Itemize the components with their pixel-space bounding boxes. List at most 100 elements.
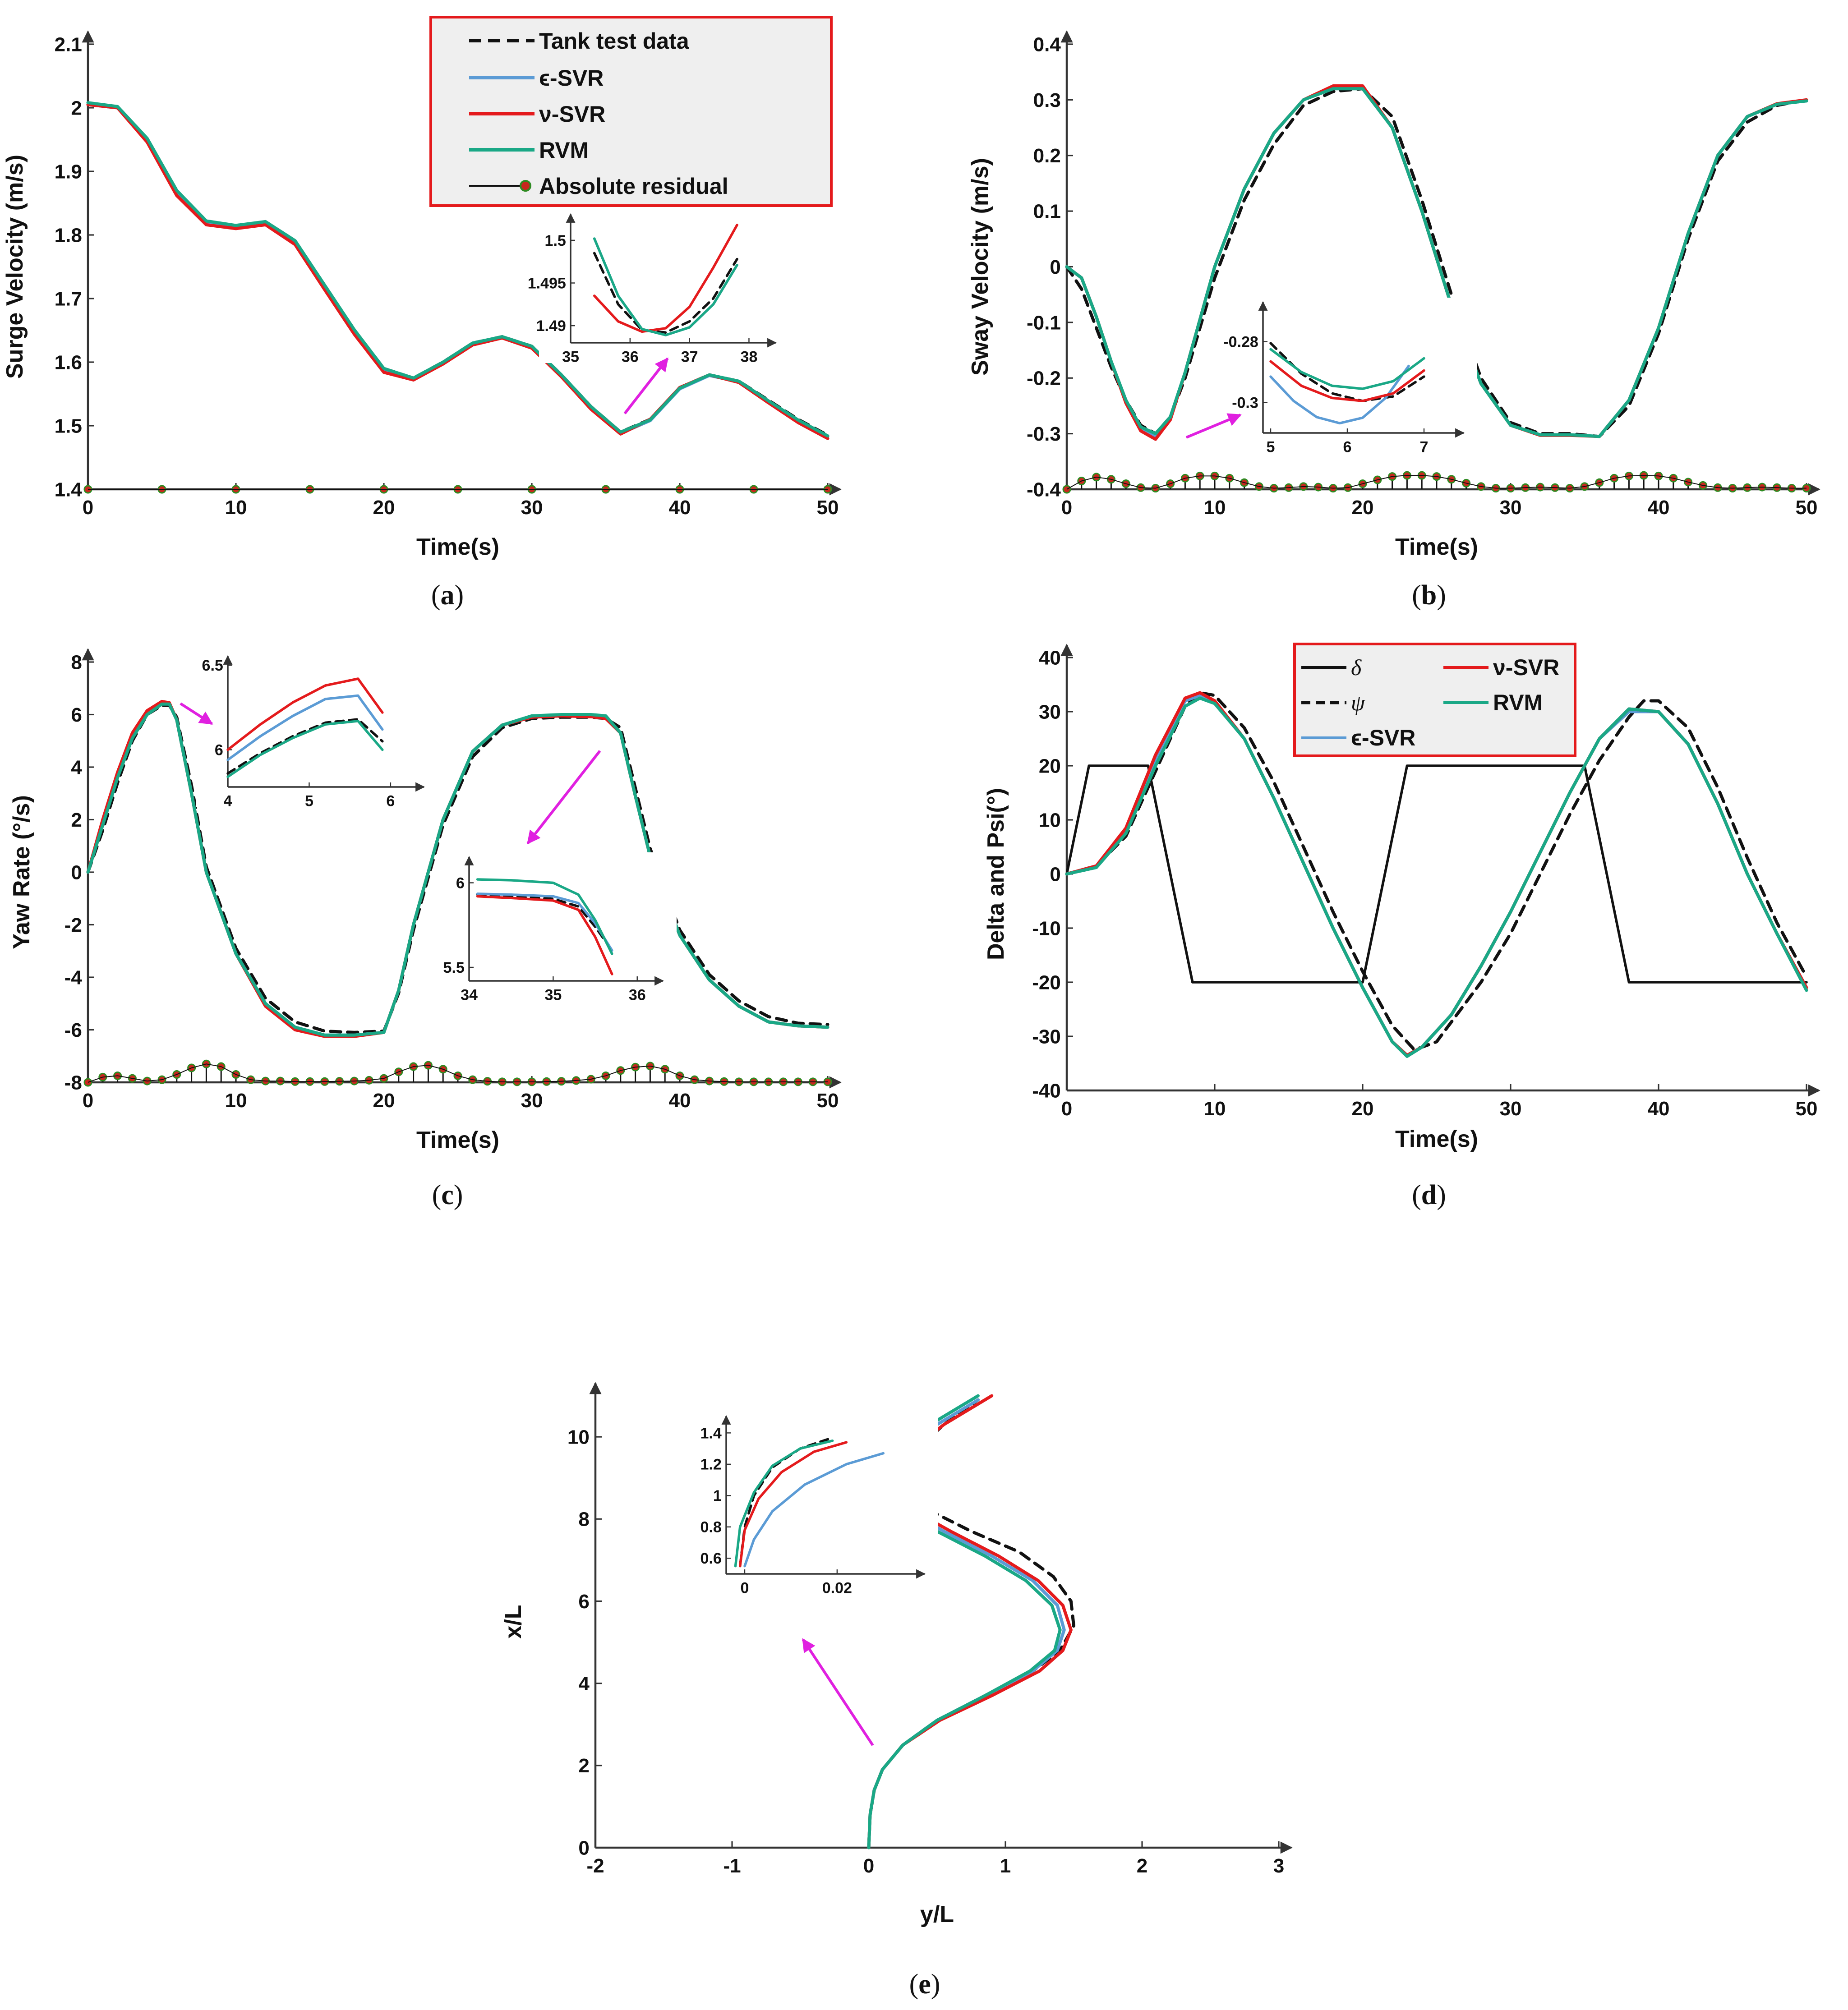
chart-a-inset-xtick-label-2: 37	[681, 349, 698, 366]
chart-e-inset-ytick-label-0: 0.6	[700, 1550, 722, 1567]
legend-a: Tank test data ϵ-SVR ν-SVR RVM Absolute …	[429, 16, 833, 207]
chart-b-xlabel: Time(s)	[1395, 534, 1478, 560]
chart-d-xlabel: Time(s)	[1395, 1126, 1478, 1152]
chart-c-xlabel: Time(s)	[416, 1127, 499, 1153]
chart-b-ytick-label-3: -0.1	[1027, 312, 1061, 334]
chart-a-inset-xtick-label-0: 35	[562, 349, 579, 366]
chart-c-inset-1-xtick-label-2: 6	[386, 793, 395, 810]
chart-d-xtick-label-5: 50	[1796, 1098, 1818, 1120]
chart-e-xtick-label-2: 0	[863, 1855, 874, 1877]
chart-b-ytick-label-4: 0	[1050, 256, 1060, 278]
chart-c-ytick-label-8: 8	[71, 651, 82, 673]
chart-d-ytick-label-1: -30	[1032, 1026, 1061, 1048]
chart-e-inset-series-rvm-3	[734, 1439, 834, 1568]
chart-e-inset-series-esvr-1	[743, 1452, 885, 1568]
chart-d-ytick-label-3: -10	[1032, 917, 1061, 939]
chart-a-ytick-label-5: 1.9	[55, 161, 82, 183]
chart-e-inset-ytick-label-1: 0.8	[700, 1519, 722, 1536]
chart-a-xtick-label-2: 20	[373, 497, 395, 519]
chart-b-ytick-label-7: 0.3	[1033, 89, 1061, 111]
chart-a-inset-bg	[539, 210, 789, 363]
chart-e-xtick-label-3: 1	[1000, 1855, 1011, 1877]
chart-e-inset-ytick-label-3: 1.2	[700, 1456, 722, 1473]
chart-a-series-rvm-3	[86, 101, 830, 438]
legend-a-esvr-label: ϵ-SVR	[539, 65, 604, 91]
chart-e-ylabel: x/L	[500, 1605, 526, 1638]
chart-d-xtick-label-4: 40	[1648, 1098, 1670, 1120]
chart-c-xtick-label-3: 30	[521, 1090, 543, 1112]
arrow-b	[1185, 413, 1242, 439]
chart-c-inset-2-series-nusvr-2	[476, 895, 613, 975]
legend-a-residual-marker	[520, 180, 531, 192]
chart-c-ytick-label-2: -4	[65, 966, 83, 989]
chart-a-inset-series-rvm-3	[593, 237, 738, 336]
chart-c-inset-2-xtick-label-1: 35	[544, 987, 562, 1004]
chart-a-ytick-label-1: 1.5	[55, 415, 82, 437]
caption-b: (b)	[1412, 580, 1446, 611]
chart-b-ytick-label-1: -0.3	[1027, 423, 1061, 445]
panel-d: 0 10 20 30 40 50 -40 -30 -20 -10 0 10 20 30 40 Time(s) D…	[983, 644, 1820, 1152]
chart-c-inset-2-ytick-label-0: 5.5	[443, 959, 465, 976]
chart-c-ylabel: Yaw Rate (°/s)	[9, 795, 35, 949]
chart-b-series-rvm-3	[1065, 87, 1808, 438]
chart-a-xtick-label-4: 40	[669, 497, 691, 519]
chart-e-xtick-label-4: 2	[1137, 1855, 1148, 1877]
chart-c-ytick-label-4: 0	[71, 861, 82, 883]
chart-d-ylabel: Delta and Psi(°)	[983, 788, 1009, 960]
chart-b-inset-series-nusvr-2	[1269, 360, 1425, 402]
legend-a-nusvr-label: ν-SVR	[539, 101, 605, 127]
legend-d-psi-label: ψ	[1351, 690, 1365, 715]
chart-e-inset-bg	[695, 1412, 938, 1594]
chart-c-inset-1-ytick-label-1: 6.5	[202, 657, 223, 674]
legend-a-rvm-label: RVM	[539, 138, 589, 163]
legend-d-delta-label: δ	[1351, 655, 1362, 680]
chart-e-inset-xtick-label-1: 0.02	[822, 1580, 852, 1597]
chart-d-ytick-label-4: 0	[1050, 863, 1060, 885]
panel-a: 0 10 20 30 40 50 1.4 1.5 1.6 1.7 1.8 1.9 2 2.1 Time(s)…	[2, 30, 842, 560]
arrow-a	[623, 357, 669, 414]
chart-c-xtick-label-5: 50	[817, 1090, 839, 1112]
chart-e-xtick-label-0: -2	[586, 1855, 604, 1877]
caption-e: (e)	[909, 1969, 940, 2000]
legend-d-nusvr-label: ν-SVR	[1493, 655, 1559, 680]
chart-a-ytick-label-2: 1.6	[55, 351, 82, 373]
chart-b-ytick-label-6: 0.2	[1033, 145, 1061, 167]
chart-a-inset-xtick-label-3: 38	[741, 349, 758, 366]
panel-e: -2 -1 0 1 2 3 0 2 4 6 8 10 y/L x/L 0 0.02 0.6 0.8 1 1.2 1.4	[500, 1382, 1293, 1927]
chart-b-inset-xtick-label-2: 7	[1420, 439, 1429, 456]
chart-a-inset-series-nusvr-2	[593, 224, 738, 333]
chart-d-xtick-label-3: 30	[1500, 1098, 1522, 1120]
chart-c-ytick-label-5: 2	[71, 809, 82, 831]
legend-d: δ ν-SVR ψ RVM ϵ-SVR	[1293, 643, 1576, 757]
chart-c-inset-2-series-tank-0	[476, 893, 613, 952]
chart-b-inset-ytick-label-1: -0.28	[1223, 333, 1258, 350]
caption-d: (d)	[1412, 1180, 1446, 1210]
chart-c-inset-2-xtick-label-0: 34	[461, 987, 478, 1004]
chart-e-ytick-label-1: 2	[578, 1755, 589, 1777]
chart-c-inset-2-ytick-label-1: 6	[456, 874, 465, 892]
chart-d-xtick-label-2: 20	[1352, 1098, 1374, 1120]
chart-e-ytick-label-2: 4	[578, 1673, 590, 1695]
chart-b-xtick-label-1: 10	[1204, 497, 1226, 519]
chart-d-ytick-label-5: 10	[1039, 809, 1061, 831]
chart-b-ytick-label-0: -0.4	[1027, 478, 1061, 501]
chart-c-inset-2-bg	[438, 852, 677, 1001]
chart-e-inset-ytick-label-2: 1	[713, 1487, 722, 1504]
chart-d-ytick-label-7: 30	[1039, 701, 1061, 723]
chart-c-ytick-label-0: -8	[65, 1072, 82, 1094]
chart-c-xtick-label-2: 20	[373, 1090, 395, 1112]
chart-a-xlabel: Time(s)	[416, 534, 499, 560]
chart-b-ytick-label-8: 0.4	[1033, 33, 1061, 55]
chart-b-inset-series-rvm-3	[1269, 348, 1425, 390]
chart-a-inset-series-tank-0	[593, 252, 738, 334]
legend-a-tank-label: Tank test data	[539, 28, 690, 54]
chart-d-ytick-label-8: 40	[1039, 647, 1061, 669]
chart-a-inset-xtick-label-1: 36	[622, 349, 639, 366]
chart-b-xtick-label-3: 30	[1500, 497, 1522, 519]
chart-a-xtick-label-0: 0	[83, 497, 93, 519]
chart-a-ytick-label-3: 1.7	[55, 288, 82, 310]
chart-c-inset-1-series-rvm-3	[226, 720, 384, 778]
chart-a-ytick-label-0: 1.4	[55, 478, 83, 501]
chart-a-xtick-label-1: 10	[225, 497, 247, 519]
chart-c-residual-line	[88, 1063, 828, 1083]
